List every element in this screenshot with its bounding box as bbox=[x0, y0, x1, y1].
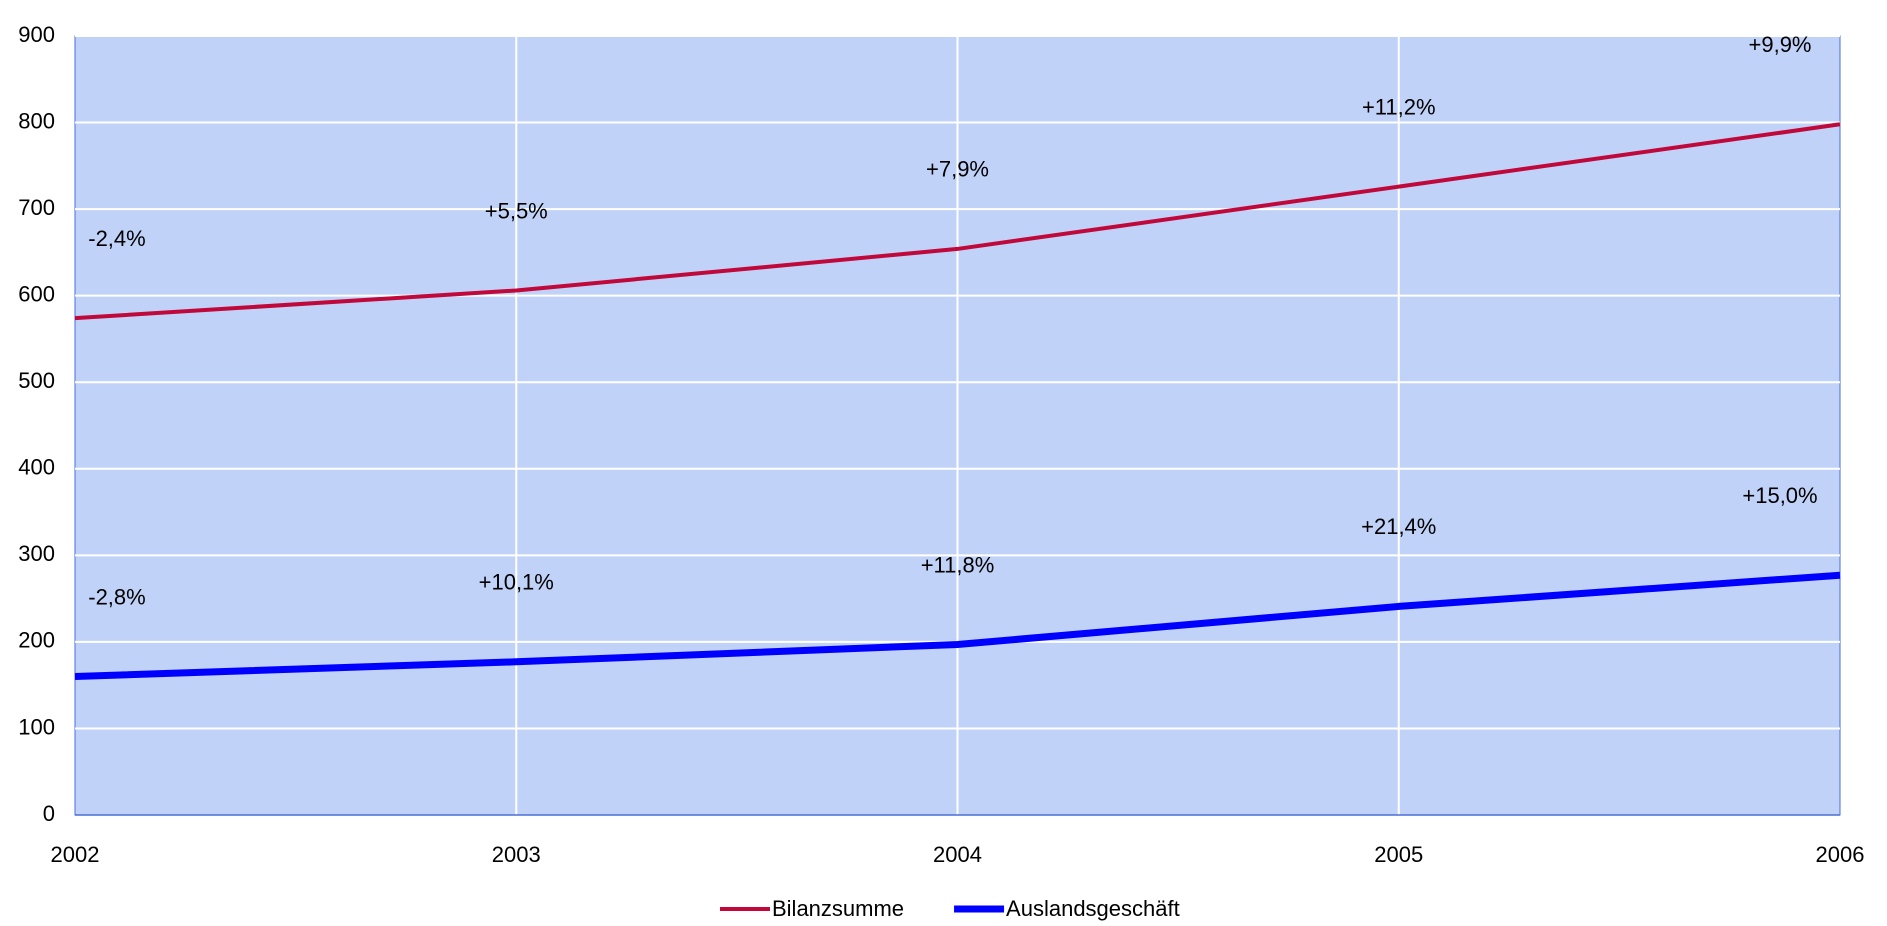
legend-label: Auslandsgeschäft bbox=[1006, 896, 1180, 921]
y-tick-label: 0 bbox=[43, 801, 55, 826]
y-tick-label: 900 bbox=[18, 22, 55, 47]
annotation: -2,8% bbox=[88, 584, 145, 609]
y-tick-label: 500 bbox=[18, 368, 55, 393]
x-tick-label: 2003 bbox=[492, 842, 541, 867]
annotation: +10,1% bbox=[479, 570, 554, 595]
annotation: +15,0% bbox=[1742, 483, 1817, 508]
x-tick-label: 2004 bbox=[933, 842, 982, 867]
x-tick-label: 2002 bbox=[51, 842, 100, 867]
annotation: +5,5% bbox=[485, 198, 548, 223]
annotation: +7,9% bbox=[926, 157, 989, 182]
series-line bbox=[74, 571, 1841, 681]
annotation: +9,9% bbox=[1749, 32, 1812, 57]
annotation: +21,4% bbox=[1361, 514, 1436, 539]
y-tick-label: 300 bbox=[18, 541, 55, 566]
y-tick-label: 200 bbox=[18, 628, 55, 653]
y-tick-label: 700 bbox=[18, 195, 55, 220]
annotation: +11,2% bbox=[1362, 94, 1436, 119]
y-tick-label: 800 bbox=[18, 108, 55, 133]
y-tick-label: 100 bbox=[18, 714, 55, 739]
legend-label: Bilanzsumme bbox=[772, 896, 904, 921]
series-line bbox=[74, 122, 1841, 321]
y-tick-label: 600 bbox=[18, 281, 55, 306]
x-tick-label: 2006 bbox=[1816, 842, 1865, 867]
y-tick-label: 400 bbox=[18, 455, 55, 480]
x-tick-label: 2005 bbox=[1374, 842, 1423, 867]
annotation: -2,4% bbox=[88, 226, 145, 251]
annotation: +11,8% bbox=[921, 552, 995, 577]
